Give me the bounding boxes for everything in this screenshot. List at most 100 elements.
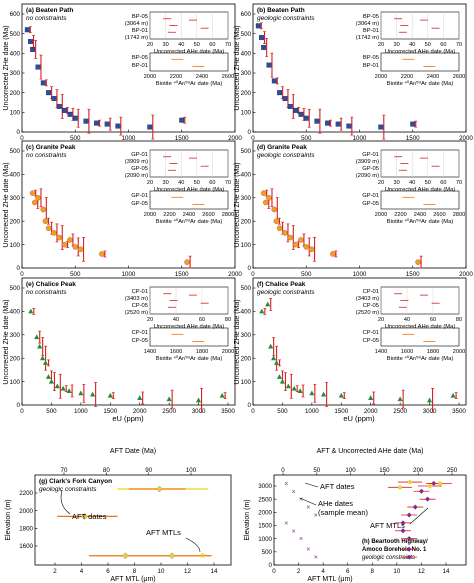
x-tick-label: 6 bbox=[106, 568, 110, 575]
x-tick-label: 200 bbox=[413, 467, 424, 474]
x-tick-label: 50 bbox=[313, 467, 320, 474]
inset-tick-label: 2400 bbox=[196, 74, 208, 80]
observed-point bbox=[298, 237, 304, 243]
inset-frame-top bbox=[380, 286, 460, 315]
h-mtl-point bbox=[400, 528, 406, 534]
inset-tick-label: 70 bbox=[456, 180, 462, 186]
inset-sample-elev: (3909 m) bbox=[356, 159, 379, 165]
x-tick-label: 250 bbox=[447, 467, 458, 474]
x-tick-label: 500 bbox=[301, 271, 312, 278]
panel-a-title: (a) Beaten Path bbox=[26, 7, 73, 14]
h-mtl-point bbox=[400, 520, 406, 526]
panel-b-title: (b) Beaten Path bbox=[257, 7, 305, 14]
observed-point bbox=[35, 194, 41, 201]
inset-tick-label: 80 bbox=[225, 317, 231, 323]
x-tick-label: 4 bbox=[321, 568, 325, 575]
observed-point bbox=[410, 121, 416, 127]
h-aft-point bbox=[438, 481, 442, 486]
observed-point bbox=[330, 251, 336, 257]
inset-tick-label: 2000 bbox=[222, 349, 234, 355]
observed-point bbox=[104, 121, 110, 127]
observed-point bbox=[314, 118, 320, 124]
observed-point bbox=[268, 343, 274, 349]
observed-point bbox=[271, 78, 277, 84]
panel-h-title: (h) Beartooth Highway/ bbox=[362, 539, 428, 545]
annotation-aft-dates-h: AFT dates bbox=[320, 482, 355, 491]
observed-point bbox=[271, 206, 278, 213]
observed-point bbox=[285, 383, 291, 389]
x-tick-label: 12 bbox=[418, 568, 425, 575]
x-tick-label: 2000 bbox=[459, 135, 473, 142]
inset-sample-label: GP-01 bbox=[131, 193, 148, 199]
inset-axis-label: Biotite ⁴⁰Ar/³⁹Ar date (Ma) bbox=[156, 80, 223, 87]
inset-sample-label: BP-05 bbox=[363, 14, 379, 20]
y-tick-label: 100 bbox=[10, 379, 21, 386]
inset-tick-label: 70 bbox=[225, 180, 231, 186]
inset-sample-label: CP-05 bbox=[363, 303, 379, 309]
inset-frame-top bbox=[380, 149, 460, 178]
x-tick-label: 1500 bbox=[406, 135, 420, 142]
inset-tick-label: 2200 bbox=[401, 74, 413, 80]
y-tick-label: 300 bbox=[10, 195, 21, 202]
inset-tick-label: 40 bbox=[173, 317, 179, 323]
x-tick-label: 90 bbox=[145, 467, 152, 474]
y-tick-label: 400 bbox=[241, 172, 252, 179]
x-tick-label: 3000 bbox=[192, 408, 206, 415]
inset-tick-label: 70 bbox=[225, 42, 231, 48]
y-tick-label: 500 bbox=[241, 148, 252, 155]
inset-tick-label: 50 bbox=[425, 42, 431, 48]
g-aft-mtl-star: ★ bbox=[199, 551, 206, 560]
h-mtl-point bbox=[425, 496, 431, 502]
inset-sample-label: CP-05 bbox=[363, 338, 379, 344]
observed-point bbox=[346, 123, 352, 129]
annotation-leader-h-dates bbox=[304, 482, 319, 488]
inset-sample-label: CP-01 bbox=[132, 330, 148, 336]
h-mtl-point bbox=[418, 488, 424, 494]
observed-point bbox=[56, 234, 63, 241]
y-tick-label: 2200 bbox=[19, 490, 33, 497]
observed-point bbox=[266, 62, 272, 68]
x-tick-label: 10 bbox=[158, 568, 165, 575]
inset-tick-label: 20 bbox=[147, 42, 153, 48]
panel-c-subtitle: no constraints bbox=[26, 152, 67, 159]
inset-tick-label: 2200 bbox=[163, 212, 175, 218]
observed-point bbox=[94, 120, 99, 126]
h-ahe-point: × bbox=[299, 536, 303, 543]
inset-axis-label: Biotite ⁴⁰Ar/³⁹Ar date (Ma) bbox=[387, 355, 454, 362]
observed-point bbox=[28, 308, 34, 314]
y-tick-label: 300 bbox=[241, 70, 252, 77]
y-label-b: Uncorrected ZHe date (Ma) bbox=[234, 25, 241, 110]
inset-tick-label: 70 bbox=[456, 42, 462, 48]
observed-point bbox=[273, 360, 280, 365]
x-tick-label: 1000 bbox=[353, 135, 367, 142]
observed-point bbox=[279, 378, 286, 384]
x-tick-label: 100 bbox=[345, 467, 356, 474]
observed-point bbox=[368, 395, 374, 400]
y-tick-label: 500 bbox=[10, 148, 21, 155]
observed-point bbox=[45, 374, 52, 379]
inset-tick-label: 1800 bbox=[196, 349, 208, 355]
h-aft-point bbox=[408, 480, 412, 485]
y-tick-label: 500 bbox=[241, 31, 252, 38]
y-tick-label: 0 bbox=[17, 129, 21, 136]
y-tick-label: 0 bbox=[269, 562, 273, 569]
x-tick-label: 2500 bbox=[162, 408, 176, 415]
h-ahe-point: × bbox=[284, 481, 288, 488]
x-tick-label: 0 bbox=[281, 467, 285, 474]
observed-point bbox=[46, 90, 52, 96]
inset-tick-label: 2200 bbox=[170, 74, 182, 80]
observed-point bbox=[335, 121, 341, 127]
observed-point bbox=[282, 230, 288, 236]
inset-frame-bottom bbox=[380, 190, 460, 210]
inset-sample-label: BP-01 bbox=[132, 63, 148, 69]
g-aft-date-point bbox=[81, 513, 88, 520]
panel-f-frame bbox=[252, 277, 467, 406]
observed-point bbox=[137, 395, 143, 400]
g-aft-date-point bbox=[122, 552, 129, 559]
inset-tick-label: 50 bbox=[194, 42, 200, 48]
observed-point bbox=[184, 259, 190, 265]
x-tick-label: 6 bbox=[346, 568, 350, 575]
observed-point bbox=[303, 244, 310, 250]
